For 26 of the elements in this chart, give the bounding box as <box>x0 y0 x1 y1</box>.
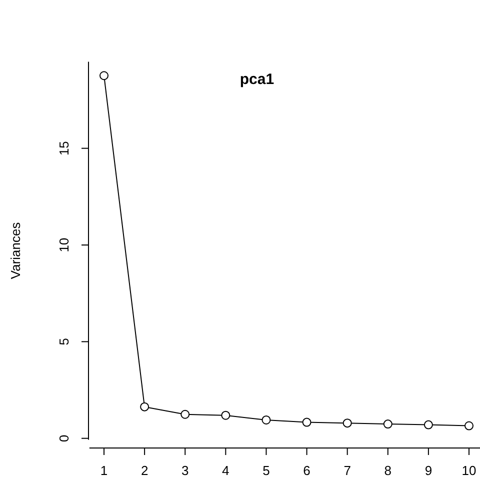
x-tick-label: 10 <box>462 463 476 478</box>
point <box>221 410 230 420</box>
x-tick-label: 5 <box>262 463 270 478</box>
x-tick-label: 3 <box>181 463 189 478</box>
x-tick-label: 7 <box>344 463 351 478</box>
x-tick-label: 4 <box>222 463 230 478</box>
x-tick-label: 6 <box>303 463 310 478</box>
x-tick-label: 9 <box>424 463 432 478</box>
point <box>302 418 312 427</box>
point <box>262 415 271 424</box>
point <box>464 421 474 430</box>
point <box>383 420 392 429</box>
y-axis-title: Variances <box>8 222 23 280</box>
point <box>342 418 352 428</box>
y-tick-label: 0 <box>56 434 72 442</box>
x-tick-label: 1 <box>100 463 108 478</box>
y-tick-label: 5 <box>56 338 72 346</box>
x-tick-label: 8 <box>384 463 392 478</box>
point <box>424 420 433 430</box>
point <box>140 402 150 412</box>
y-tick-label: 10 <box>56 238 72 252</box>
x-tick-label: 2 <box>140 463 148 478</box>
y-tick-label: 15 <box>56 141 72 156</box>
text: pca1 <box>240 71 274 88</box>
point <box>180 410 190 419</box>
point <box>100 71 108 80</box>
